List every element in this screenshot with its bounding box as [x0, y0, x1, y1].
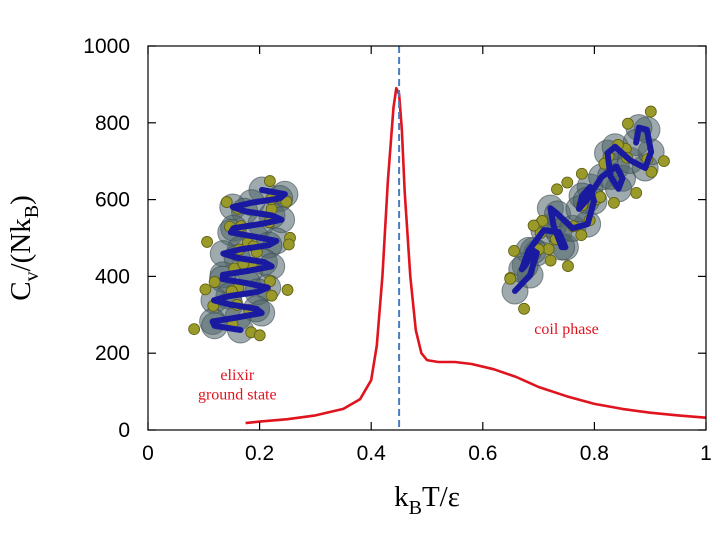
helix-structure-image — [188, 175, 299, 344]
axis-ticks: 0 0.2 0.4 0.6 0.8 1 0 200 400 600 800 1000 — [83, 35, 712, 465]
side-bead — [518, 302, 530, 315]
side-bead — [527, 219, 540, 232]
side-bead — [220, 196, 233, 208]
y-tick-label: 400 — [95, 265, 130, 288]
side-bead — [281, 284, 294, 296]
y-axis-title: Cv/(NkB) — [5, 195, 43, 301]
annotation-ground-state: ground state — [198, 386, 277, 403]
side-bead — [253, 329, 266, 342]
backbone-chain — [209, 187, 288, 333]
x-tick-label: 0 — [142, 442, 154, 465]
side-bead — [542, 243, 555, 255]
annotation-elixir: elixir — [220, 367, 254, 384]
side-bead — [608, 196, 620, 209]
y-tick-label: 0 — [118, 419, 130, 442]
side-bead — [658, 155, 670, 168]
x-axis-title: kBT/ε — [394, 481, 460, 519]
x-tick-label: 0.4 — [357, 442, 387, 465]
side-bead — [575, 167, 588, 180]
side-bead — [561, 176, 574, 189]
side-bead — [644, 105, 657, 118]
side-bead — [201, 236, 213, 248]
side-bead — [575, 229, 588, 241]
series-line-cv — [245, 86, 707, 425]
y-tick-label: 800 — [95, 112, 130, 135]
x-tick-label: 1 — [700, 442, 712, 465]
side-bead — [208, 276, 221, 288]
side-bead — [282, 238, 295, 251]
side-bead — [645, 166, 658, 178]
x-tick-label: 0.2 — [245, 442, 274, 465]
y-tick-label: 600 — [95, 189, 130, 212]
backbone-chain — [512, 124, 655, 294]
side-bead — [508, 245, 520, 257]
side-bead — [199, 283, 212, 296]
plot-frame — [147, 45, 707, 431]
side-bead — [265, 289, 278, 302]
side-bead — [188, 323, 201, 336]
annotation-coil-phase: coil phase — [534, 321, 598, 338]
side-bead — [544, 254, 557, 267]
side-bead — [263, 175, 276, 187]
side-bead — [562, 260, 574, 272]
x-tick-label: 0.6 — [468, 442, 497, 465]
side-bead — [630, 186, 643, 199]
coil-structure-image — [501, 105, 670, 315]
x-tick-label: 0.8 — [580, 442, 609, 465]
side-bead — [621, 117, 634, 130]
y-tick-label: 200 — [95, 342, 130, 365]
y-tick-label: 1000 — [83, 35, 130, 58]
side-bead — [551, 183, 563, 196]
side-bead — [504, 272, 517, 285]
